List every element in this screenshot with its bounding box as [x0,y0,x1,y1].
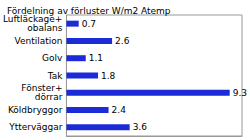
svg-text:1.1: 1.1 [89,53,103,63]
svg-text:0.7: 0.7 [82,19,96,29]
svg-text:Fördelning av förluster W/m2 A: Fördelning av förluster W/m2 Atemp [7,6,171,16]
svg-text:Fönster+: Fönster+ [21,83,63,94]
svg-text:obalans: obalans [27,23,62,33]
svg-text:3.6: 3.6 [133,122,148,132]
svg-text:Ventilation: Ventilation [14,36,62,46]
svg-text:2.6: 2.6 [115,36,130,46]
svg-text:Tak: Tak [47,71,64,81]
svg-text:1.8: 1.8 [101,71,116,81]
svg-text:2.4: 2.4 [112,105,127,115]
svg-text:Luftläckage+: Luftläckage+ [3,14,63,25]
svg-text:9.3: 9.3 [233,88,247,98]
svg-text:Ytterväggar: Ytterväggar [8,122,63,132]
svg-text:Köldbryggor: Köldbryggor [8,105,63,115]
svg-text:Golv: Golv [42,53,63,63]
svg-text:dörrar: dörrar [35,92,63,102]
